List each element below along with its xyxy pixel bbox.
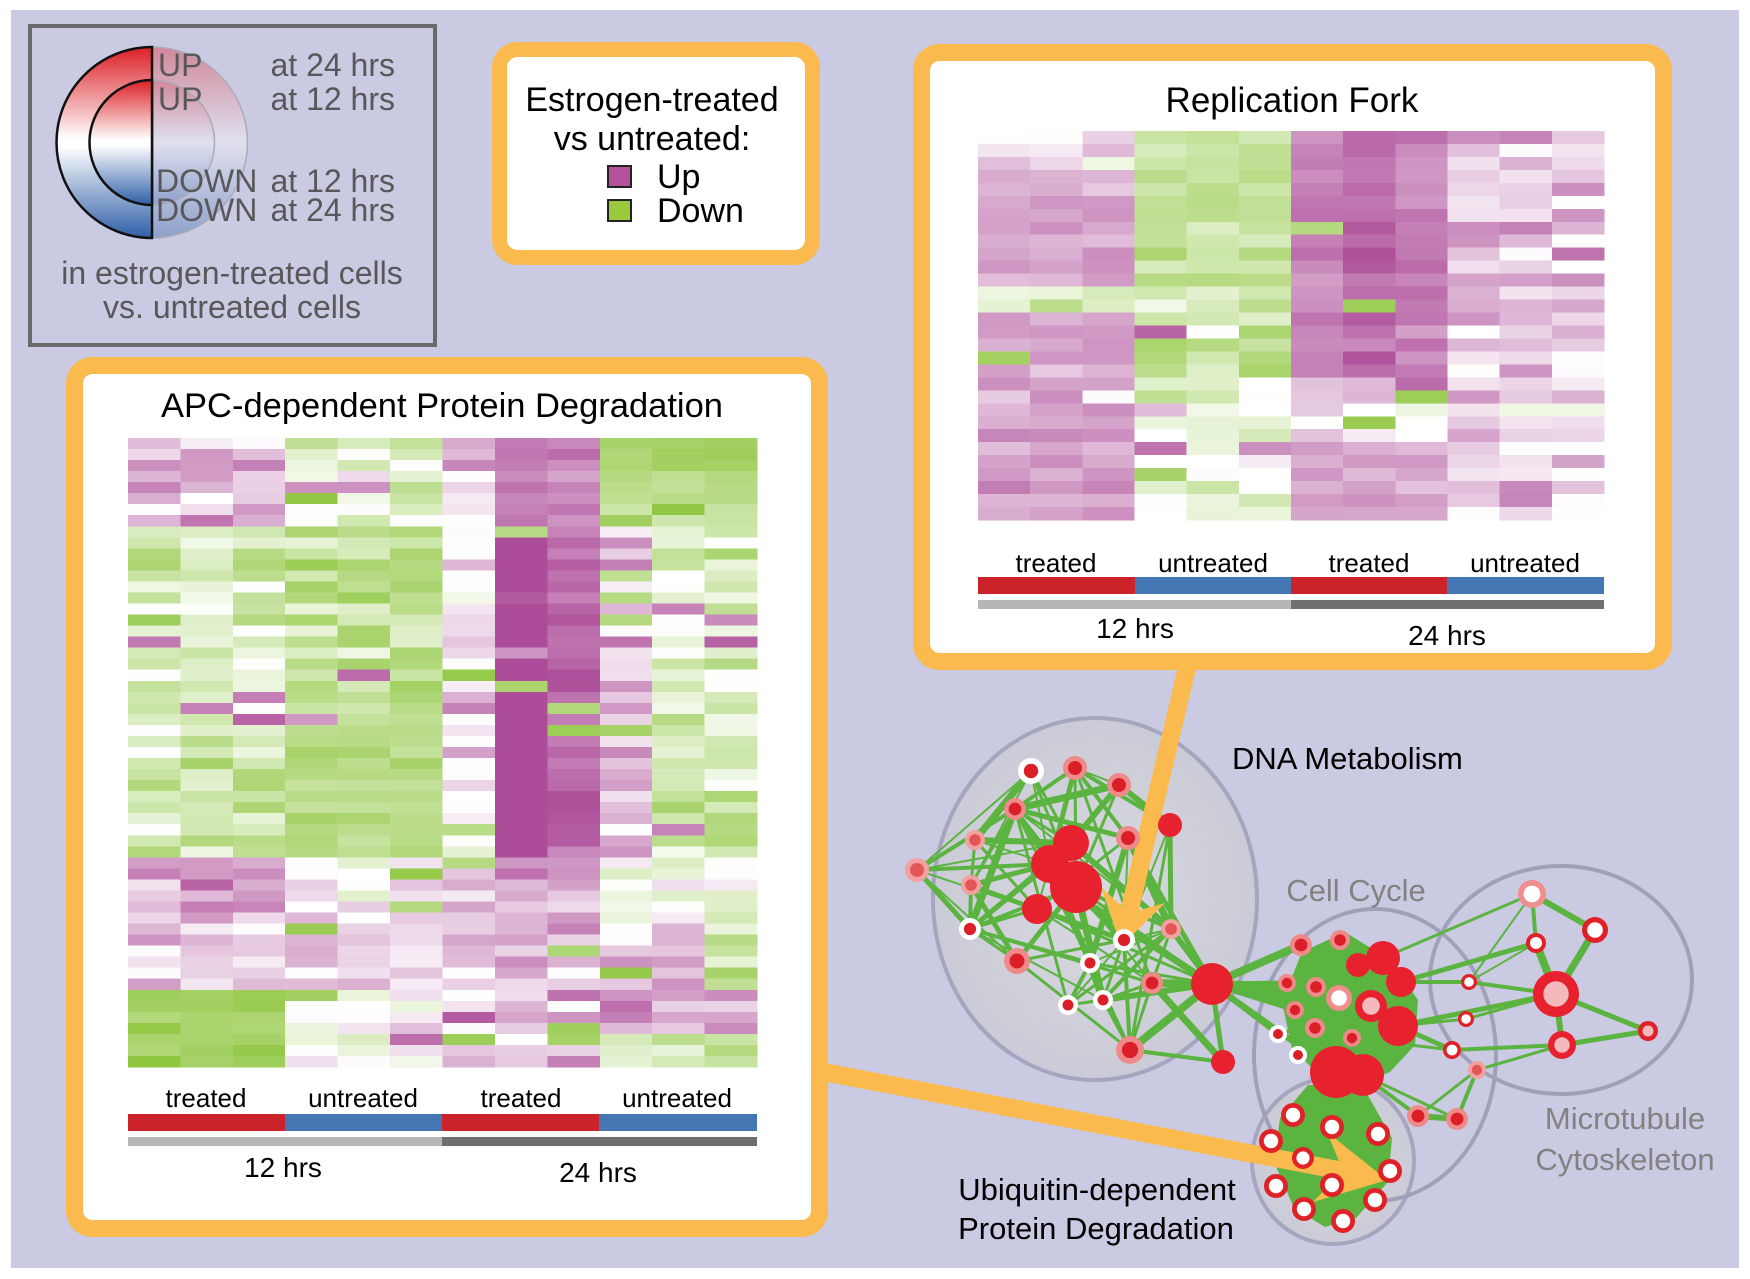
svg-text:at 24 hrs: at 24 hrs [270,47,395,83]
svg-text:Cytoskeleton: Cytoskeleton [1535,1142,1714,1177]
svg-text:24 hrs: 24 hrs [1408,620,1486,651]
svg-text:12 hrs: 12 hrs [1096,613,1174,644]
svg-text:vs untreated:: vs untreated: [554,120,751,158]
svg-text:Ubiquitin-dependent: Ubiquitin-dependent [958,1172,1236,1207]
svg-text:Estrogen-treated: Estrogen-treated [525,81,778,119]
svg-text:untreated: untreated [308,1083,418,1113]
svg-text:vs. untreated cells: vs. untreated cells [103,289,361,325]
svg-text:DOWN: DOWN [156,163,257,199]
svg-text:UP: UP [158,47,202,83]
svg-text:in estrogen-treated cells: in estrogen-treated cells [61,255,403,291]
svg-text:untreated: untreated [1470,548,1580,578]
svg-text:untreated: untreated [622,1083,732,1113]
svg-text:24 hrs: 24 hrs [559,1157,637,1188]
svg-text:untreated: untreated [1158,548,1268,578]
svg-text:treated: treated [1329,548,1410,578]
svg-text:Replication Fork: Replication Fork [1166,81,1419,120]
svg-text:APC-dependent Protein Degradat: APC-dependent Protein Degradation [161,387,723,425]
svg-text:treated: treated [1016,548,1097,578]
svg-text:Microtubule: Microtubule [1545,1101,1705,1136]
svg-text:DOWN: DOWN [156,192,257,228]
svg-text:UP: UP [158,81,202,117]
svg-text:Cell Cycle: Cell Cycle [1286,873,1426,908]
svg-text:at 12 hrs: at 12 hrs [270,81,395,117]
svg-text:treated: treated [166,1083,247,1113]
svg-text:Down: Down [657,192,744,230]
svg-text:DNA Metabolism: DNA Metabolism [1232,741,1463,776]
svg-text:at 12 hrs: at 12 hrs [270,163,395,199]
svg-text:at 24 hrs: at 24 hrs [270,192,395,228]
svg-text:Up: Up [657,158,700,196]
svg-text:Protein Degradation: Protein Degradation [958,1211,1234,1246]
svg-text:treated: treated [481,1083,562,1113]
svg-text:12 hrs: 12 hrs [244,1152,322,1183]
